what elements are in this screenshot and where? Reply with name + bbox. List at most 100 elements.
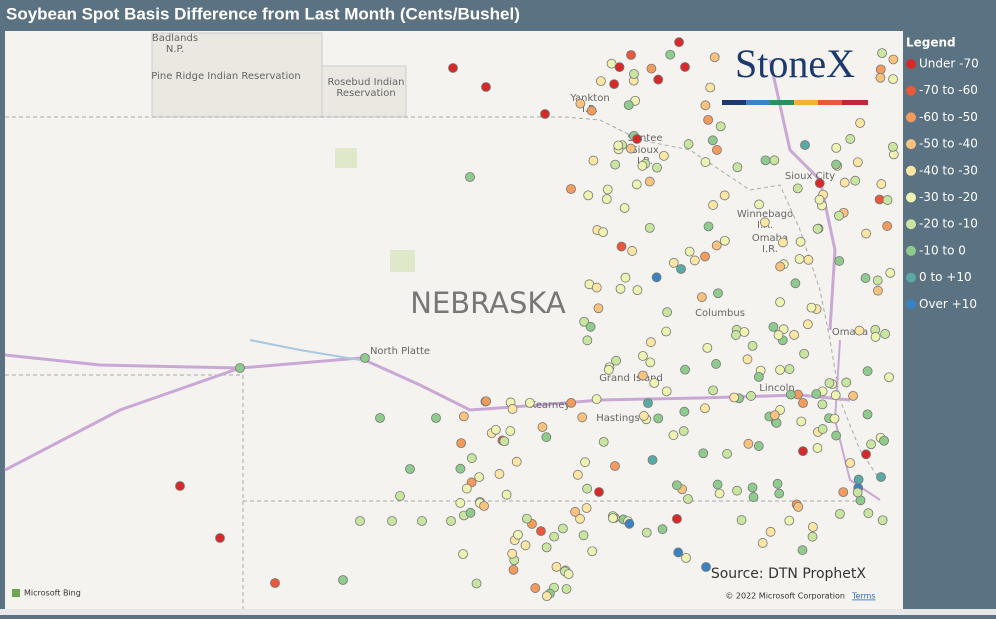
legend-label: Under -70 xyxy=(919,57,979,71)
map-label: Grand Island xyxy=(599,373,663,384)
site-dot xyxy=(541,432,552,443)
site-dot xyxy=(774,488,785,499)
site-dot xyxy=(684,246,695,257)
site-dot xyxy=(582,483,593,494)
site-dot xyxy=(540,109,550,119)
site-dot xyxy=(581,503,592,513)
site-dot xyxy=(481,396,492,407)
site-dot xyxy=(880,329,891,339)
site-dot xyxy=(638,411,649,421)
site-dot xyxy=(490,424,501,435)
map-label: Yankton xyxy=(569,93,609,104)
site-dot xyxy=(387,516,397,526)
site-dot xyxy=(875,72,886,83)
site-dot xyxy=(701,562,711,572)
map-label: Omaha xyxy=(752,233,788,244)
site-dot xyxy=(631,179,642,190)
site-dot xyxy=(661,386,672,397)
site-dot xyxy=(882,221,893,231)
state-label: NEBRASKA xyxy=(410,286,566,320)
site-dot xyxy=(623,100,634,111)
site-dot xyxy=(611,355,621,366)
site-dot xyxy=(853,474,864,485)
site-dot xyxy=(753,441,764,451)
site-dot xyxy=(882,195,893,205)
site-dot xyxy=(651,272,662,283)
site-dot xyxy=(850,175,861,186)
site-dot xyxy=(557,523,568,534)
title: Soybean Spot Basis Difference from Last … xyxy=(6,4,520,23)
site-dot xyxy=(876,179,887,189)
site-dot xyxy=(861,228,872,239)
site-dot xyxy=(872,275,883,286)
site-dot xyxy=(754,199,764,210)
site-dot xyxy=(446,516,456,526)
site-dot xyxy=(800,140,810,150)
site-dot xyxy=(769,155,780,166)
site-dot xyxy=(765,526,776,537)
site-dot xyxy=(672,480,682,491)
map-label: N.P. xyxy=(166,44,184,55)
site-dot xyxy=(834,210,844,221)
site-dot xyxy=(831,142,842,153)
site-dot xyxy=(665,49,676,60)
site-dot xyxy=(680,62,690,72)
site-dot xyxy=(674,37,684,48)
site-dot xyxy=(708,385,719,396)
site-dot xyxy=(566,184,576,194)
site-dot xyxy=(549,531,560,542)
site-dot xyxy=(797,545,808,555)
site-dot xyxy=(657,524,668,535)
park-area xyxy=(390,250,415,272)
site-dot xyxy=(678,426,689,436)
site-dot xyxy=(729,392,740,403)
site-dot xyxy=(873,285,883,296)
site-dot xyxy=(662,307,673,318)
site-dot xyxy=(508,564,519,575)
site-dot xyxy=(870,332,881,342)
site-dot xyxy=(606,58,617,69)
site-dot xyxy=(834,256,845,266)
site-dot xyxy=(742,354,753,365)
site-dots xyxy=(175,37,899,602)
site-dot xyxy=(796,416,807,427)
site-dot xyxy=(861,449,871,460)
site-dot xyxy=(845,458,856,468)
terms-link[interactable]: Terms xyxy=(851,592,876,601)
site-dot xyxy=(705,82,716,93)
site-dot xyxy=(235,363,245,373)
logo-bar xyxy=(722,100,868,105)
legend: Under -70 -70 to -60 -60 to -50 -50 to -40 -… xyxy=(906,57,979,311)
site-dot xyxy=(696,292,707,303)
site-dot xyxy=(877,48,887,59)
site-dot xyxy=(458,411,469,422)
legend-label: -70 to -60 xyxy=(919,83,978,97)
site-dot xyxy=(709,52,720,63)
site-dot xyxy=(732,485,742,496)
site-dot xyxy=(575,98,586,109)
site-dot xyxy=(524,397,535,408)
site-dot xyxy=(637,370,648,381)
site-dot xyxy=(866,439,876,450)
site-dot xyxy=(700,403,710,414)
site-dot xyxy=(798,446,808,457)
map-label: Hastings xyxy=(596,413,639,424)
site-dot xyxy=(637,351,648,361)
site-dot xyxy=(521,513,532,524)
site-dot xyxy=(575,513,585,524)
logo-stripe xyxy=(794,100,818,105)
site-dot xyxy=(479,501,489,511)
map-label: Badlands xyxy=(152,33,198,44)
map-label: Omaha xyxy=(832,327,868,338)
map-label: Santee xyxy=(627,133,662,144)
legend-label: Over +10 xyxy=(919,297,977,311)
map-label: Sioux City xyxy=(785,171,835,182)
site-dot xyxy=(884,372,894,383)
site-dot xyxy=(681,552,691,563)
site-dot xyxy=(838,487,849,498)
site-dot xyxy=(673,547,684,558)
reservation-area xyxy=(321,65,407,118)
site-dot xyxy=(808,522,818,532)
legend-label: -20 to -10 xyxy=(919,217,978,231)
